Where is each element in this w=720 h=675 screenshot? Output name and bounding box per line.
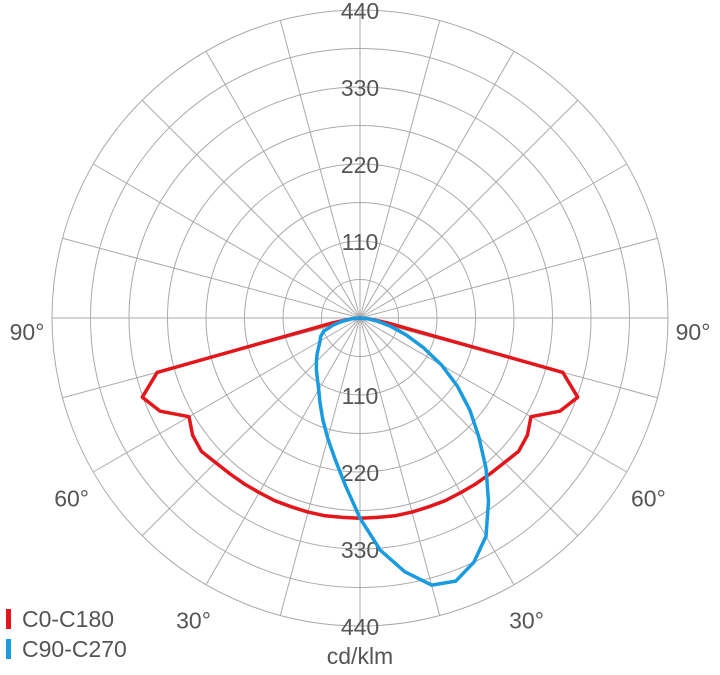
grid-spoke [359, 20, 441, 319]
angle-label: 90° [676, 319, 711, 345]
grid-spoke [279, 20, 361, 319]
legend-label: C90-C270 [22, 636, 127, 662]
grid-spoke [62, 237, 361, 319]
grid-spoke [359, 237, 658, 319]
r-tick-label: 110 [342, 383, 379, 409]
grid-spoke [359, 163, 627, 319]
legend-label: C0-C180 [22, 606, 114, 632]
angle-label: 60° [631, 486, 666, 512]
r-tick-label: 220 [341, 152, 379, 178]
grid-spoke [93, 317, 361, 473]
grid-spoke [279, 317, 361, 616]
r-tick-label: 330 [341, 75, 379, 101]
r-tick-label: 440 [341, 0, 379, 24]
grid-spoke [359, 99, 579, 319]
angle-label: 30° [176, 607, 211, 633]
r-tick-label: 110 [342, 229, 379, 255]
angle-label: 30° [509, 607, 544, 633]
grid-spoke [205, 51, 361, 319]
grid-spoke [93, 163, 361, 319]
legend-swatch [6, 609, 11, 629]
grid-spoke [205, 317, 361, 585]
grid-spoke [359, 317, 627, 473]
r-tick-label: 220 [341, 460, 379, 486]
grid-spoke [141, 317, 361, 537]
legend-swatch [6, 639, 11, 659]
angle-label: 60° [54, 486, 89, 512]
grid-spoke [359, 317, 515, 585]
angle-label: 90° [10, 319, 45, 345]
axis-label: cd/klm [327, 643, 393, 669]
grid-spoke [359, 51, 515, 319]
grid-spoke [359, 317, 441, 616]
grid-spoke [359, 317, 579, 537]
grid-spoke [141, 99, 361, 319]
r-tick-label: 440 [341, 614, 379, 640]
series-line [314, 316, 491, 587]
